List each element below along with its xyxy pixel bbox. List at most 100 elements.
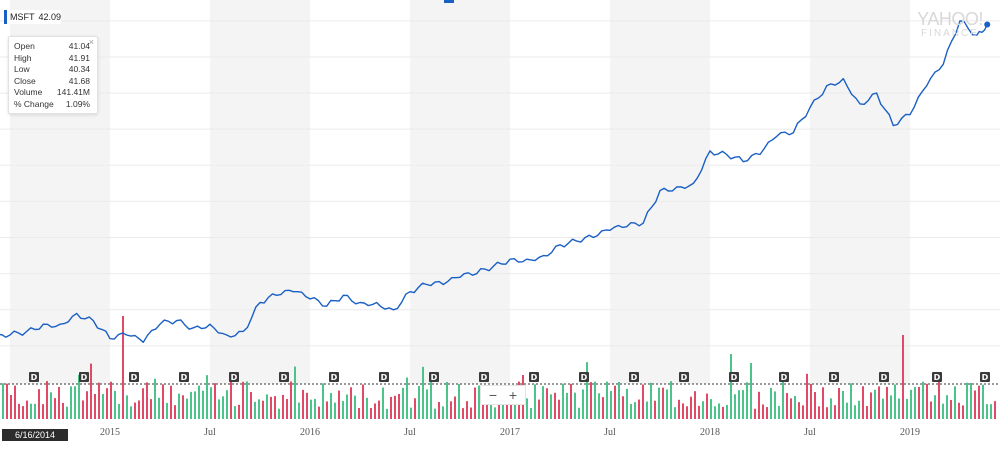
volume-bar — [366, 397, 368, 419]
volume-bar — [174, 405, 176, 419]
zoom-out-button[interactable]: − — [488, 387, 498, 403]
svg-text:D: D — [581, 373, 588, 382]
background-band — [410, 0, 510, 384]
volume-bar — [318, 406, 320, 419]
volume-bar — [150, 399, 152, 419]
range-handle[interactable] — [444, 0, 454, 3]
ohlc-tooltip: × Open 41.04 High 41.91 Low 40.34 Close 41.6… — [8, 36, 98, 114]
volume-bar — [334, 402, 336, 419]
yahoo-finance-logo: YAHOO! FINANCE — [910, 10, 990, 39]
volume-bar — [758, 391, 760, 419]
volume-bar — [582, 389, 584, 419]
volume-bar — [6, 383, 8, 419]
volume-bar — [170, 385, 172, 419]
close-icon[interactable]: × — [88, 37, 94, 47]
volume-bar — [574, 392, 576, 419]
logo-line2: FINANCE — [921, 28, 979, 39]
zoom-in-button[interactable]: + — [508, 387, 518, 403]
volume-bar — [802, 405, 804, 419]
volume-bar — [454, 396, 456, 419]
background-band — [810, 0, 910, 384]
volume-bar — [938, 381, 940, 419]
svg-text:D: D — [231, 373, 238, 382]
tooltip-label: Close — [14, 75, 36, 86]
volume-bar — [722, 406, 724, 419]
volume-bar — [834, 405, 836, 419]
svg-text:D: D — [781, 373, 788, 382]
volume-bar — [746, 382, 748, 419]
volume-bar — [22, 406, 24, 419]
volume-bar — [394, 395, 396, 419]
volume-bar — [82, 400, 84, 419]
volume-bar — [762, 404, 764, 419]
volume-bar — [510, 399, 512, 419]
volume-bar — [98, 382, 100, 419]
volume-bar — [466, 401, 468, 419]
volume-bar — [754, 408, 756, 419]
tooltip-value: 1.09% — [65, 98, 90, 109]
volume-bar — [926, 383, 928, 419]
volume-bar — [294, 366, 296, 419]
volume-bar — [778, 405, 780, 419]
volume-bar — [166, 402, 168, 419]
ticker-label: MSFT 42.09 — [4, 10, 62, 24]
volume-bar — [266, 394, 268, 419]
volume-bar — [446, 382, 448, 419]
volume-bar — [326, 401, 328, 419]
volume-bar — [146, 382, 148, 419]
volume-bar — [966, 382, 968, 419]
volume-bar — [542, 386, 544, 419]
volume-bar — [726, 404, 728, 419]
tooltip-value: 41.68 — [68, 75, 90, 86]
logo-line1: YAHOO! — [917, 9, 983, 29]
volume-bar — [450, 401, 452, 419]
volume-bar — [214, 383, 216, 419]
volume-bar — [342, 401, 344, 419]
volume-bar — [650, 382, 652, 419]
svg-text:D: D — [481, 373, 488, 382]
tooltip-label: Low — [14, 64, 30, 74]
volume-bar — [122, 316, 124, 419]
svg-text:D: D — [81, 373, 88, 382]
svg-text:D: D — [31, 373, 38, 382]
volume-bar — [114, 390, 116, 419]
volume-bar — [74, 386, 76, 419]
volume-bar — [918, 386, 920, 419]
price-line — [0, 20, 988, 343]
volume-bar — [578, 407, 580, 419]
volume-bar — [970, 382, 972, 419]
volume-bar — [230, 377, 232, 419]
volume-bar — [30, 403, 32, 419]
zoom-control: − + — [480, 385, 526, 405]
tooltip-label: Volume — [14, 87, 43, 97]
volume-bar — [710, 399, 712, 419]
volume-bar — [270, 396, 272, 419]
volume-bar — [382, 387, 384, 419]
volume-bar — [594, 381, 596, 419]
x-tick-label: Jul — [804, 427, 816, 438]
volume-bar — [142, 388, 144, 419]
dividend-marker: D — [829, 372, 839, 382]
tooltip-value: 41.04 — [68, 41, 90, 51]
dividend-marker: D — [229, 372, 239, 382]
volume-bar — [78, 374, 80, 419]
volume-bar — [666, 389, 668, 419]
volume-bar — [418, 385, 420, 419]
volume-bar — [298, 402, 300, 419]
volume-bar — [50, 392, 52, 419]
volume-bar — [414, 398, 416, 419]
volume-bar — [934, 395, 936, 419]
volume-bar — [138, 400, 140, 419]
volume-bar — [890, 395, 892, 419]
volume-bar — [314, 398, 316, 419]
dividend-marker: D — [279, 372, 289, 382]
volume-bar — [246, 381, 248, 419]
tooltip-label: High — [14, 52, 32, 63]
svg-text:D: D — [631, 373, 638, 382]
volume-bar — [638, 399, 640, 419]
volume-bar — [130, 406, 132, 419]
volume-bar — [202, 390, 204, 419]
volume-bar — [102, 393, 104, 419]
